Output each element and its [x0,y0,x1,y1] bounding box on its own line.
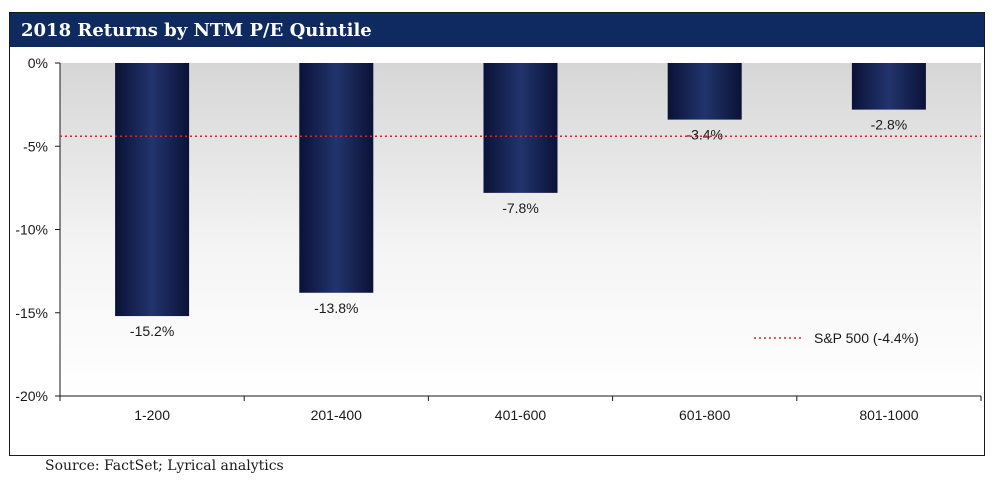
chart-title-bar: 2018 Returns by NTM P/E Quintile [10,13,984,47]
x-category-label: 801-1000 [859,407,918,423]
x-category-label: 1-200 [134,407,170,423]
legend: S&P 500 (-4.4%) [754,330,919,346]
y-axis: 0% -5% -10% -15% -20% [15,55,61,404]
y-tick-label: -15% [15,305,48,321]
data-label: -15.2% [130,323,174,339]
x-category-label: 401-600 [495,407,547,423]
chart-title: 2018 Returns by NTM P/E Quintile [21,20,372,41]
x-axis: 1-200 201-400 401-600 601-800 801-1000 [59,395,982,423]
x-category-label: 601-800 [679,407,731,423]
y-tick-label: -5% [23,138,48,154]
data-label: -2.8% [871,117,908,133]
bar-601-800 [667,63,742,120]
bar-1-200 [115,63,190,317]
source-note: Source: FactSet; Lyrical analytics [45,458,284,474]
data-label: -3.4% [686,127,723,143]
y-tick-label: 0% [28,55,48,71]
y-tick-label: -20% [15,388,48,404]
data-label: -13.8% [314,300,358,316]
data-label: -7.8% [502,200,539,216]
bar-801-1000 [851,63,926,110]
legend-label: S&P 500 (-4.4%) [814,330,919,346]
y-tick-label: -10% [15,222,48,238]
bar-201-400 [299,63,374,293]
bars: -15.2% -13.8% -7.8% -3.4% -2.8% [115,63,926,339]
bar-401-600 [483,63,558,193]
x-category-label: 201-400 [311,407,363,423]
